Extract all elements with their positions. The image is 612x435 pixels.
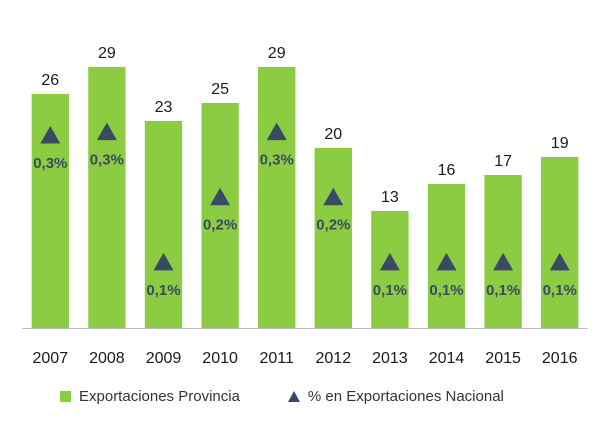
- triangle-marker: [40, 126, 61, 144]
- triangle-marker: [436, 252, 457, 271]
- bar: [258, 67, 296, 328]
- marker-value-label: 0,2%: [316, 217, 350, 234]
- marker-value-label: 0,1%: [486, 282, 520, 299]
- bar-value-label: 29: [98, 45, 116, 62]
- bar: [484, 175, 522, 328]
- bar: [201, 103, 239, 328]
- bar-value-label: 23: [155, 99, 173, 116]
- triangle-icon: [287, 391, 300, 402]
- triangle-marker: [96, 122, 117, 141]
- marker-value-label: 0,3%: [90, 152, 124, 169]
- triangle-marker: [549, 252, 570, 271]
- marker-value-label: 0,1%: [543, 282, 577, 299]
- marker-value-label: 0,3%: [260, 152, 294, 169]
- x-tick-label: 2009: [146, 350, 182, 367]
- legend-item-bar: Exportaciones Provincia: [60, 388, 240, 405]
- marker-value-label: 0,1%: [429, 282, 463, 299]
- bar-value-label: 16: [438, 162, 456, 179]
- marker-value-label: 0,2%: [203, 217, 237, 234]
- triangle-marker: [493, 252, 514, 271]
- legend-marker-label: % en Exportaciones Nacional: [307, 388, 504, 405]
- bar-value-label: 29: [268, 45, 286, 62]
- x-tick-label: 2012: [316, 350, 352, 367]
- bar-value-label: 20: [324, 126, 342, 143]
- legend-bar-label: Exportaciones Provincia: [79, 388, 240, 405]
- marker-value-label: 0,3%: [33, 155, 67, 172]
- bar: [314, 148, 352, 328]
- bar-value-label: 25: [211, 81, 229, 98]
- triangle-marker: [153, 252, 174, 271]
- bar-value-label: 17: [494, 153, 512, 170]
- marker-value-label: 0,1%: [373, 282, 407, 299]
- bar: [144, 121, 183, 328]
- chart-plot: 26 0,3% 2007 29 0,3% 2008 23 0,1% 2009 25 0,2% 2010…: [22, 45, 588, 367]
- x-tick-label: 2013: [372, 350, 408, 367]
- bar-value-label: 26: [41, 72, 59, 89]
- x-tick-label: 2011: [259, 350, 294, 367]
- bar: [88, 67, 126, 328]
- triangle-marker: [210, 187, 231, 206]
- x-tick-label: 2007: [33, 350, 69, 367]
- bar-value-label: 13: [381, 189, 399, 206]
- triangle-marker: [379, 252, 400, 271]
- x-tick-label: 2015: [485, 350, 521, 367]
- triangle-marker: [323, 187, 344, 206]
- legend-item-marker: % en Exportaciones Nacional: [287, 388, 504, 405]
- bar: [541, 157, 579, 328]
- x-tick-label: 2010: [202, 350, 238, 367]
- x-tick-label: 2014: [429, 350, 465, 367]
- x-tick-label: 2016: [542, 350, 578, 367]
- legend-bar-swatch: [60, 391, 71, 402]
- legend: Exportaciones Provincia % en Exportacion…: [60, 388, 552, 405]
- marker-value-label: 0,1%: [146, 282, 180, 299]
- triangle-marker: [266, 122, 287, 141]
- bar-value-label: 19: [551, 135, 569, 152]
- x-tick-label: 2008: [89, 350, 125, 367]
